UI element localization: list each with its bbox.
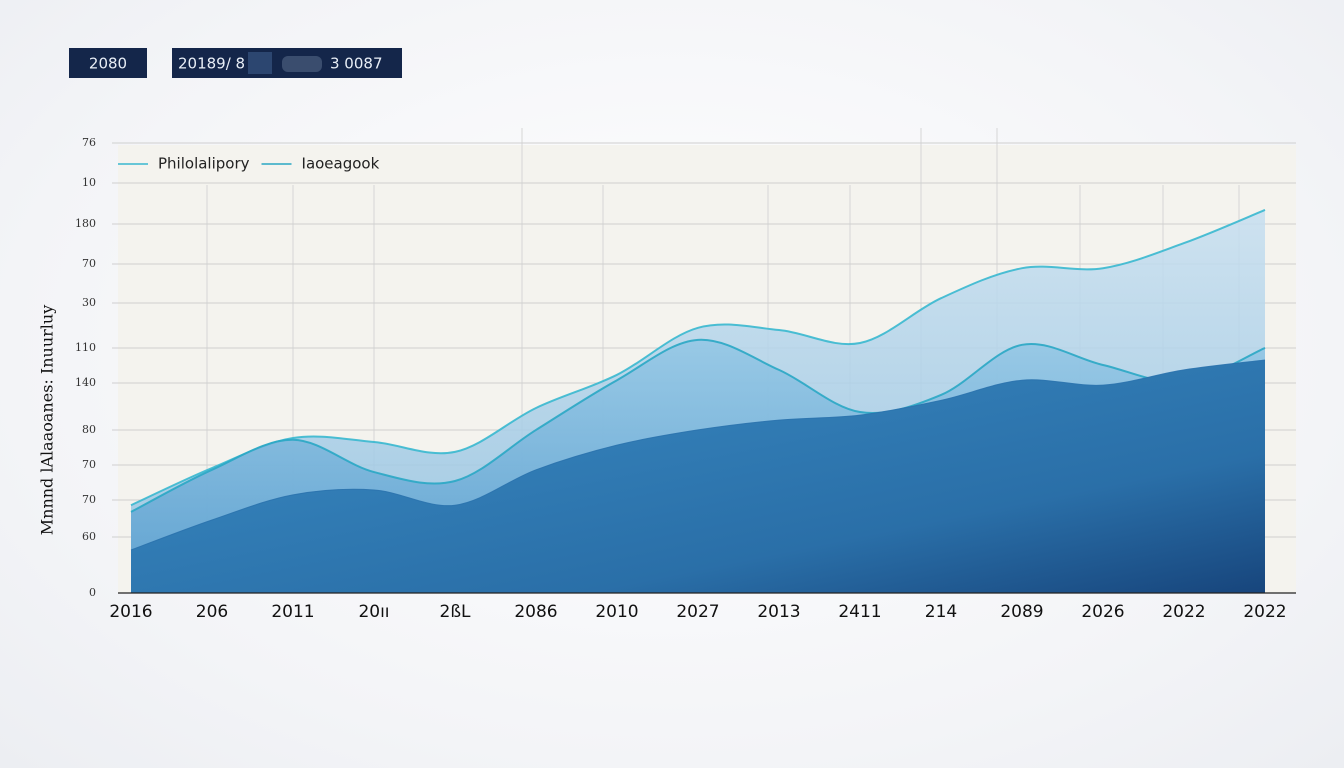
x-tick-label: 2022: [1243, 602, 1286, 622]
area-line: [130, 338, 1266, 513]
x-tick-label: 2011: [271, 602, 314, 622]
header-icon: [248, 52, 272, 74]
x-tick-label: 214: [925, 602, 957, 622]
x-tick-label: 20ıı: [358, 602, 389, 622]
header-text: 2080: [89, 55, 127, 73]
legend-label: Philolalipory: [158, 155, 250, 173]
y-tick-label: 80: [82, 423, 96, 436]
y-tick-label: 60: [82, 530, 96, 543]
x-tick-label: 2013: [757, 602, 800, 622]
y-tick-label: 10: [82, 176, 96, 189]
x-tick-label: 2026: [1081, 602, 1124, 622]
x-tick-label: 206: [196, 602, 228, 622]
header-text: 20189/ 8: [178, 55, 245, 73]
area-line: [130, 359, 1266, 551]
y-tick-label: 0: [89, 586, 96, 599]
header-icon: [282, 56, 322, 72]
y-tick-label: 180: [75, 217, 96, 230]
y-tick-label: 110: [75, 341, 96, 354]
area: [131, 360, 1265, 593]
y-tick-label: 76: [82, 136, 96, 149]
area-line: [130, 209, 1266, 507]
x-tick-label: 2022: [1162, 602, 1205, 622]
x-tick-label: 2411: [838, 602, 881, 622]
x-tick-label: 2010: [595, 602, 638, 622]
x-tick-label: 2086: [514, 602, 557, 622]
y-tick-label: 70: [82, 257, 96, 270]
y-tick-label: 70: [82, 458, 96, 471]
header-box: [69, 48, 147, 78]
y-tick-label: 70: [82, 493, 96, 506]
y-tick-label: 30: [82, 296, 96, 309]
y-axis-label: Mnnnd lAlaaoanes: Inuurluy: [38, 305, 57, 535]
x-tick-label: 2027: [676, 602, 719, 622]
x-tick-label: 2089: [1000, 602, 1043, 622]
y-tick-label: 140: [75, 376, 96, 389]
header-text: 3 0087: [330, 55, 383, 73]
x-tick-label: 2016: [109, 602, 152, 622]
legend-label: Iaoeagook: [302, 155, 380, 173]
x-tick-label: 2ßL: [440, 602, 472, 622]
